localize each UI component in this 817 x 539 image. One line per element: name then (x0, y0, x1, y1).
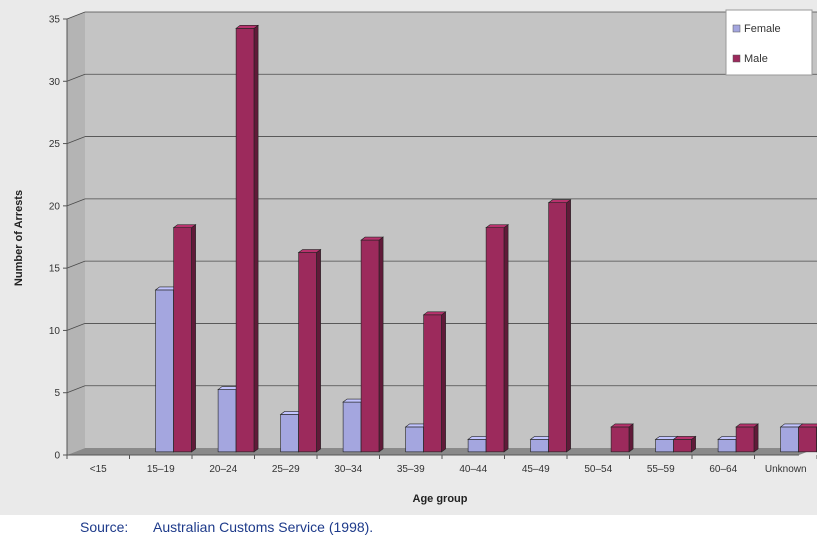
x-tick-label: 60–64 (709, 464, 737, 475)
x-tick-label: 40–44 (459, 464, 487, 475)
gridline-side (66, 198, 86, 207)
x-tick-label: 50–54 (584, 464, 612, 475)
y-tick-label: 35 (49, 15, 61, 26)
x-tick-label: Unknown (765, 464, 807, 475)
x-tick-label: 20–24 (209, 464, 237, 475)
y-tick-label: 5 (54, 388, 60, 399)
bar-male (672, 435, 697, 453)
x-tick-label: 15–19 (147, 464, 175, 475)
legend: Female Male (725, 9, 813, 76)
x-axis-title: Age group (413, 493, 468, 505)
gridline-side (66, 323, 86, 331)
x-tick-label: 55–59 (647, 464, 675, 475)
legend-box (725, 9, 813, 76)
bar-male (735, 423, 759, 453)
x-tick-label: 30–34 (334, 464, 362, 475)
gridline-side (66, 11, 86, 20)
bar-male (297, 248, 322, 453)
legend-swatch-male (732, 54, 741, 63)
y-tick-label: 0 (54, 451, 60, 462)
bar-male (360, 236, 385, 453)
y-tick-label: 20 (49, 201, 61, 212)
x-tick-label: 45–49 (522, 464, 550, 475)
bar-male (610, 423, 634, 453)
gridline-side (66, 385, 86, 394)
bar-male (797, 423, 817, 453)
bar-male (422, 311, 447, 453)
source-text: Australian Customs Service (1998). (153, 519, 374, 535)
y-tick-label: 10 (49, 326, 61, 337)
gridline-side (66, 73, 86, 82)
x-tick-label: 25–29 (272, 464, 300, 475)
source-note: Source: Australian Customs Service (1998)… (80, 519, 373, 535)
x-tick-label: <15 (90, 464, 107, 475)
bar-male (485, 224, 510, 453)
bar-chart: 0 5 10 15 20 25 30 35 <15 15–19 20–24 25–29 30–34 35… (13, 9, 817, 505)
bar-male (235, 24, 260, 453)
bar-male (172, 224, 197, 453)
y-tick-label: 30 (49, 77, 61, 88)
legend-label-male: Male (744, 53, 768, 65)
plot-background (85, 12, 817, 448)
bar-male (547, 199, 572, 453)
source-label: Source: (80, 519, 129, 535)
y-tick-label: 15 (49, 264, 61, 275)
legend-label-female: Female (744, 23, 781, 35)
chart-area: 0 5 10 15 20 25 30 35 <15 15–19 20–24 25–29 30–34 35… (0, 0, 817, 515)
plot-side-wall (67, 12, 85, 455)
legend-swatch-female (732, 24, 741, 33)
y-tick-label: 25 (49, 139, 61, 150)
gridline-side (66, 260, 86, 269)
x-tick-label: 35–39 (397, 464, 425, 475)
gridline-side (66, 136, 86, 144)
y-axis-title: Number of Arrests (13, 190, 25, 286)
